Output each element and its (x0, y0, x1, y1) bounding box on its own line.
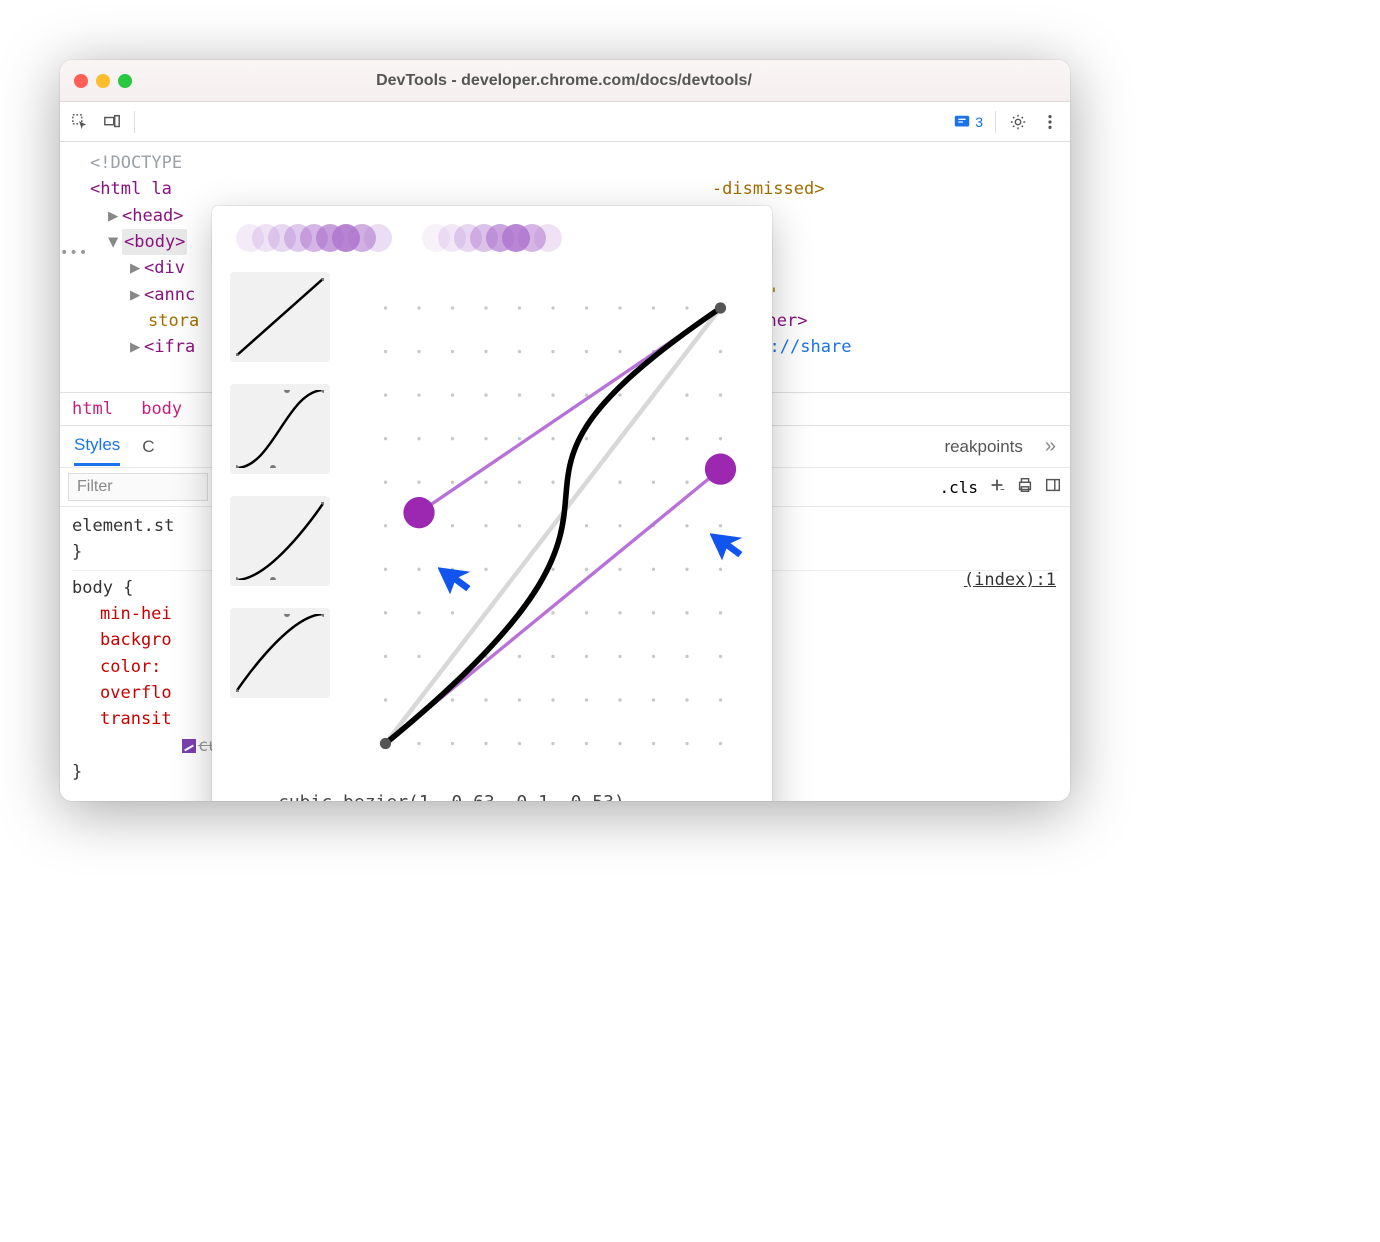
row-menu-icon[interactable]: ••• (60, 243, 88, 265)
new-rule-icon[interactable] (988, 476, 1006, 499)
bezier-editor-popup[interactable]: cubic-bezier(1, 0.63, 0.1, 0.53) (212, 206, 772, 801)
more-tabs-icon[interactable]: » (1045, 435, 1056, 458)
minimize-icon[interactable] (96, 74, 110, 88)
tab-computed[interactable]: C (142, 429, 154, 465)
close-icon[interactable] (74, 74, 88, 88)
bezier-preset-ease-in-out[interactable] (230, 384, 330, 474)
selected-node[interactable]: <body> (122, 229, 187, 255)
animation-preview (230, 224, 754, 264)
bezier-handle-p1[interactable] (705, 454, 736, 485)
bezier-value-label: cubic-bezier(1, 0.63, 0.1, 0.53) (230, 780, 754, 802)
bezier-canvas[interactable] (352, 272, 754, 780)
tab-breakpoints[interactable]: reakpoints (944, 429, 1022, 465)
source-link[interactable]: (index):1 (964, 567, 1056, 593)
issues-badge[interactable]: 3 (953, 113, 983, 131)
gear-icon[interactable] (1008, 112, 1028, 132)
titlebar: DevTools - developer.chrome.com/docs/dev… (60, 60, 1070, 102)
bezier-preset-ease-out[interactable] (230, 608, 330, 698)
print-icon[interactable] (1016, 476, 1034, 499)
window-controls (74, 74, 132, 88)
breadcrumb-html[interactable]: html (72, 399, 113, 419)
devtools-toolbar: 3 (60, 102, 1070, 142)
window-title: DevTools - developer.chrome.com/docs/dev… (132, 72, 996, 90)
devtools-window: DevTools - developer.chrome.com/docs/dev… (60, 60, 1070, 801)
cls-button[interactable]: .cls (939, 478, 978, 497)
sidebar-toggle-icon[interactable] (1044, 476, 1062, 499)
device-icon[interactable] (102, 112, 122, 132)
bezier-handle-p2[interactable] (403, 497, 434, 528)
issues-count: 3 (975, 114, 983, 130)
bezier-preset-ease-in[interactable] (230, 496, 330, 586)
kebab-icon[interactable] (1040, 112, 1060, 132)
bezier-presets (230, 272, 330, 780)
zoom-icon[interactable] (118, 74, 132, 88)
inspect-icon[interactable] (70, 112, 90, 132)
breadcrumb-body[interactable]: body (141, 399, 182, 419)
styles-filter-input[interactable]: Filter (68, 473, 208, 501)
tab-styles[interactable]: Styles (74, 427, 120, 466)
bezier-preset-linear[interactable] (230, 272, 330, 362)
elements-panel-container: ••• <!DOCTYPE <html la-dismissed> ▶<head… (60, 142, 1070, 801)
bezier-swatch-icon[interactable] (182, 739, 196, 753)
